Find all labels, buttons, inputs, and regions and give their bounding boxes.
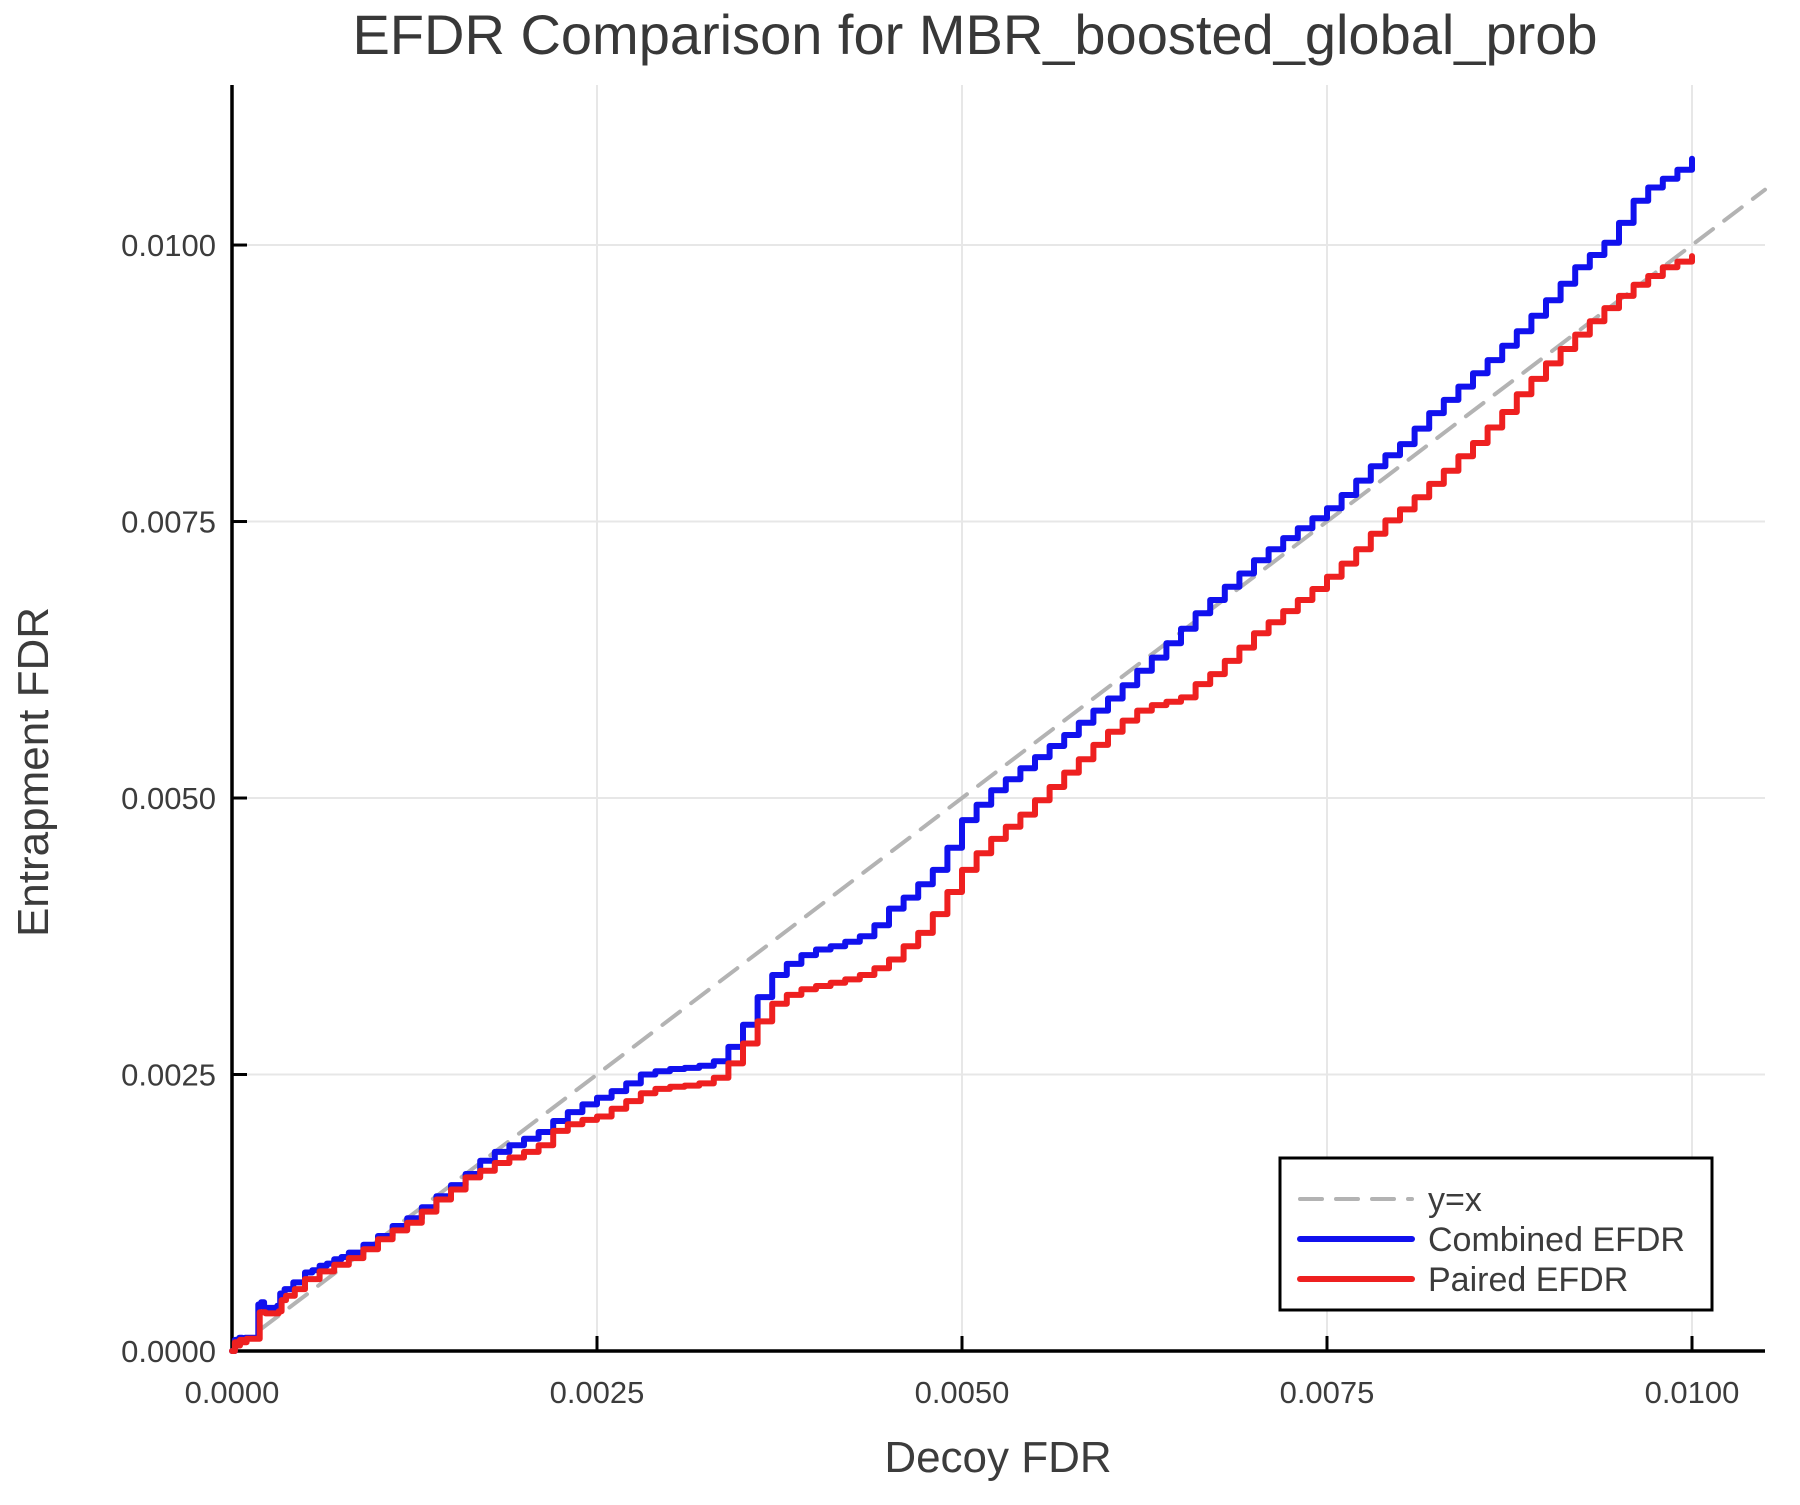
- series-lines: [229, 155, 1767, 1354]
- axes: [230, 85, 1765, 1353]
- y-tick-label-0.0025: 0.0025: [121, 1058, 216, 1093]
- y-tick-label-0.0050: 0.0050: [121, 781, 216, 816]
- x-tick-label-0.0100: 0.0100: [1645, 1375, 1740, 1410]
- y-tick-labels: 0.0000 0.0025 0.0050 0.0075 0.0100: [121, 228, 216, 1369]
- x-tick-label-0.0050: 0.0050: [915, 1375, 1010, 1410]
- series-line-combined-efdr: [229, 155, 1695, 1354]
- x-tick-label-0.0075: 0.0075: [1280, 1375, 1375, 1410]
- series-line-y-x: [230, 187, 1767, 1353]
- chart-title: EFDR Comparison for MBR_boosted_global_p…: [352, 3, 1597, 66]
- legend-label-y-x: y=x: [1428, 1181, 1482, 1219]
- legend-entry-combined-efdr: Combined EFDR: [1297, 1221, 1685, 1259]
- y-tick-label-0.0000: 0.0000: [121, 1334, 216, 1369]
- x-tick-labels: 0.0000 0.0025 0.0050 0.0075 0.0100: [185, 1375, 1740, 1410]
- x-tick-label-0.0000: 0.0000: [185, 1375, 280, 1410]
- x-axis-label: Decoy FDR: [884, 1433, 1111, 1482]
- y-tick-label-0.0075: 0.0075: [121, 505, 216, 540]
- x-tick-label-0.0025: 0.0025: [550, 1375, 645, 1410]
- legend-label-combined-efdr: Combined EFDR: [1428, 1221, 1685, 1259]
- y-tick-label-0.0100: 0.0100: [121, 228, 216, 263]
- gridlines: [232, 85, 1765, 1351]
- y-axis-label: Entrapment FDR: [9, 607, 58, 937]
- legend-entry-paired-efdr: Paired EFDR: [1297, 1261, 1628, 1299]
- legend-label-paired-efdr: Paired EFDR: [1428, 1261, 1628, 1299]
- legend-entry-y-x: y=x: [1298, 1181, 1482, 1219]
- series-line-paired-efdr: [229, 253, 1695, 1354]
- legend-box: [1278, 1156, 1714, 1312]
